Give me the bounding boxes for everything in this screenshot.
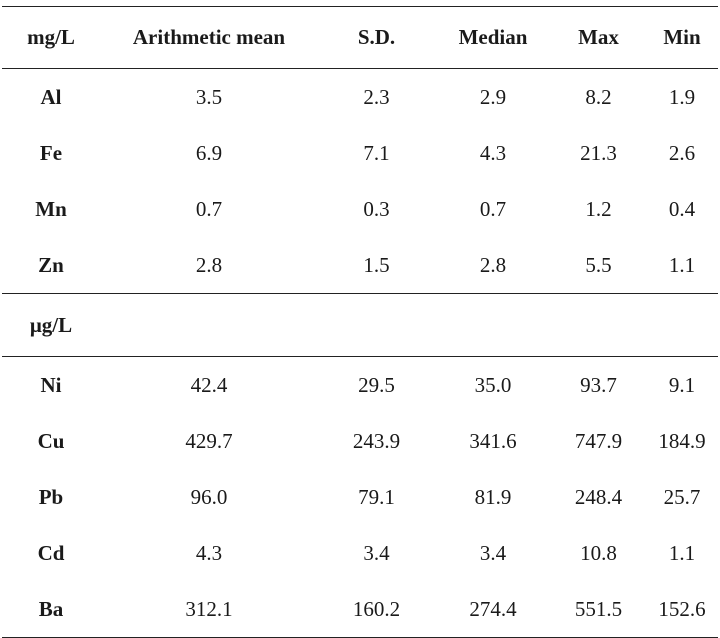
table-row: Al 3.5 2.3 2.9 8.2 1.9 (2, 69, 718, 126)
cell-max: 248.4 (574, 484, 623, 509)
cell-max: 21.3 (580, 140, 617, 165)
cell-max: 1.2 (585, 196, 612, 221)
cell-sd: 160.2 (318, 581, 435, 638)
cell-median: 3.4 (479, 540, 507, 565)
cell-max: 8.2 (585, 84, 612, 109)
header-min: Min (646, 6, 718, 69)
cell-sd: 1.5 (363, 252, 390, 277)
cell-median: 35.0 (474, 372, 512, 397)
element-label: Al (40, 84, 62, 109)
element-label: Pb (38, 484, 64, 509)
cell-min: 1.1 (668, 252, 696, 277)
element-label: Cu (37, 428, 65, 453)
cell-min: 152.6 (646, 581, 718, 638)
table-row: Fe 6.9 7.1 4.3 21.3 2.6 (2, 125, 718, 181)
cell-max: 5.5 (585, 252, 612, 277)
cell-max: 10.8 (580, 540, 617, 565)
header-arithmetic-mean: Arithmetic mean (100, 6, 318, 69)
group2-unit-label: μg/L (2, 293, 100, 357)
cell-mean: 0.7 (195, 196, 223, 221)
cell-min: 0.4 (668, 196, 696, 221)
cell-median: 0.7 (479, 196, 507, 221)
table-row: Mn 0.7 0.3 0.7 1.2 0.4 (2, 181, 718, 237)
element-label: Mn (35, 196, 67, 221)
cell-mean: 3.5 (195, 84, 223, 109)
cell-mean: 312.1 (100, 581, 318, 638)
cell-min: 25.7 (663, 484, 701, 509)
element-label: Fe (39, 140, 63, 165)
table-row: Ba 312.1 160.2 274.4 551.5 152.6 (2, 581, 718, 638)
element-label: Zn (38, 252, 64, 277)
cell-min: 9.1 (668, 372, 696, 397)
cell-mean: 429.7 (185, 428, 233, 453)
cell-min: 2.6 (668, 140, 696, 165)
cell-max: 93.7 (580, 372, 617, 397)
header-unit: mg/L (2, 6, 100, 69)
cell-sd: 3.4 (363, 540, 390, 565)
table-row: Cu 429.7 243.9 341.6 747.9 184.9 (2, 413, 718, 469)
statistics-table: mg/L Arithmetic mean S.D. Median Max Min… (2, 6, 718, 638)
element-label: Ba (2, 581, 100, 638)
cell-median: 2.8 (479, 252, 507, 277)
header-median: Median (435, 6, 551, 69)
table-row: Zn 2.8 1.5 2.8 5.5 1.1 (2, 237, 718, 294)
cell-sd: 0.3 (363, 196, 390, 221)
cell-min: 184.9 (658, 428, 706, 453)
cell-sd: 2.3 (363, 84, 390, 109)
cell-max: 747.9 (574, 428, 623, 453)
cell-sd: 243.9 (352, 428, 401, 453)
cell-min: 1.1 (668, 540, 696, 565)
cell-median: 341.6 (469, 428, 517, 453)
table-header-row: mg/L Arithmetic mean S.D. Median Max Min (2, 6, 718, 69)
cell-mean: 6.9 (195, 140, 223, 165)
unit-group-row: μg/L (2, 293, 718, 357)
cell-median: 2.9 (479, 84, 507, 109)
cell-median: 81.9 (474, 484, 512, 509)
header-sd: S.D. (318, 6, 435, 69)
cell-max: 551.5 (551, 581, 646, 638)
element-label: Ni (40, 372, 62, 397)
cell-mean: 4.3 (195, 540, 223, 565)
table-row: Pb 96.0 79.1 81.9 248.4 25.7 (2, 469, 718, 525)
cell-min: 1.9 (668, 84, 696, 109)
header-max: Max (551, 6, 646, 69)
cell-median: 4.3 (479, 140, 507, 165)
element-label: Cd (37, 540, 65, 565)
table-row: Ni 42.4 29.5 35.0 93.7 9.1 (2, 357, 718, 414)
cell-sd: 29.5 (358, 372, 395, 397)
cell-sd: 79.1 (358, 484, 395, 509)
cell-mean: 96.0 (190, 484, 228, 509)
cell-median: 274.4 (435, 581, 551, 638)
cell-sd: 7.1 (363, 140, 390, 165)
cell-mean: 2.8 (195, 252, 223, 277)
cell-mean: 42.4 (190, 372, 228, 397)
table-row: Cd 4.3 3.4 3.4 10.8 1.1 (2, 525, 718, 581)
